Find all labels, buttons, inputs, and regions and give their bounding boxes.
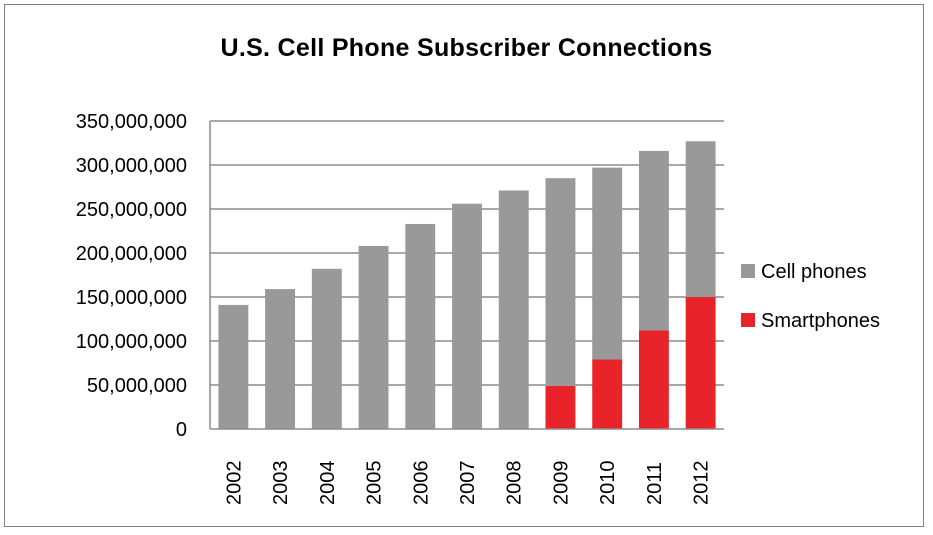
y-tick-label: 100,000,000 (76, 331, 187, 353)
y-tick-label: 0 (176, 419, 187, 441)
x-tick-label: 2005 (364, 461, 386, 506)
legend-swatch (741, 313, 755, 327)
x-tick-label: 2004 (317, 461, 339, 506)
y-tick-label: 150,000,000 (76, 287, 187, 309)
bar-cell-phones (265, 289, 296, 429)
y-tick-label: 50,000,000 (87, 375, 187, 397)
y-tick-label: 350,000,000 (76, 111, 187, 133)
bar-smartphones (685, 297, 716, 429)
bar-cell-phones (218, 304, 249, 429)
legend-label: Smartphones (761, 310, 880, 332)
bar-cell-phones (405, 223, 436, 429)
bar-smartphones (592, 359, 623, 429)
y-tick-labels: 0 50,000,000 100,000,000 150,000,000 200,000… (76, 111, 187, 441)
bar-cell-phones (685, 141, 716, 297)
x-tick-label: 2010 (597, 461, 619, 506)
x-tick-label: 2006 (410, 461, 432, 506)
y-tick-label: 200,000,000 (76, 243, 187, 265)
legend: Cell phones Smartphones (741, 261, 880, 332)
bar-smartphones (545, 385, 576, 429)
bar-cell-phones (311, 268, 342, 429)
x-tick-labels: 2002 2003 2004 2005 2006 2007 2008 2009 2010 2011… (223, 461, 712, 506)
chart-title: U.S. Cell Phone Subscriber Connections (220, 34, 713, 62)
x-tick-label: 2003 (270, 461, 292, 506)
x-tick-label: 2011 (644, 462, 666, 505)
bars (218, 141, 716, 429)
bar-cell-phones (498, 190, 529, 429)
legend-swatch (741, 264, 755, 278)
legend-label: Cell phones (761, 261, 867, 283)
bar-cell-phones (452, 203, 482, 429)
x-tick-label: 2002 (223, 461, 245, 506)
bar-cell-phones (638, 150, 669, 331)
x-tick-label: 2008 (504, 461, 526, 506)
bar-smartphones (638, 330, 669, 429)
x-tick-label: 2012 (691, 461, 713, 506)
y-tick-label: 250,000,000 (76, 199, 187, 221)
bar-cell-phones (358, 245, 389, 429)
bar-cell-phones (592, 167, 623, 360)
y-tick-label: 300,000,000 (76, 155, 187, 177)
axes (209, 121, 724, 430)
bar-cell-phones (545, 178, 576, 386)
x-tick-label: 2009 (550, 461, 572, 506)
x-tick-label: 2007 (457, 461, 479, 506)
